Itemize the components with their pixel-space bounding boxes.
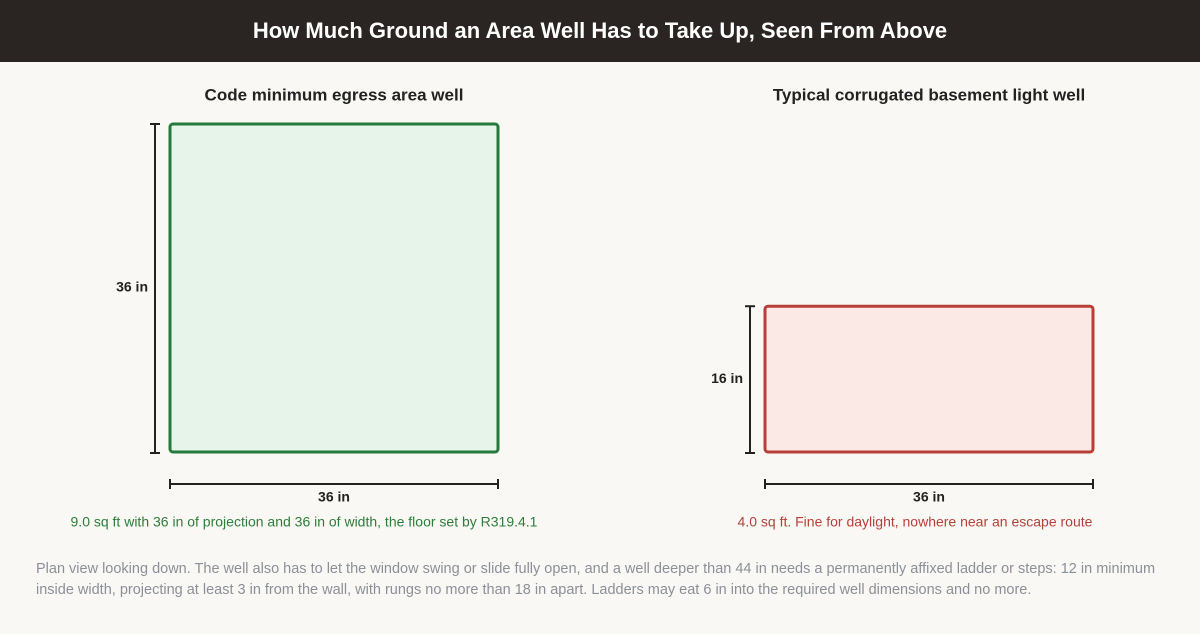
well-outline — [168, 122, 500, 454]
panel-caption: 9.0 sq ft with 36 in of projection and 3… — [71, 514, 538, 530]
panel-title: Code minimum egress area well — [205, 85, 464, 104]
depth-label: 36 in — [116, 279, 148, 295]
panel-title: Typical corrugated basement light well — [773, 85, 1085, 104]
diagram: Code minimum egress area well 36 in 36 in 9… — [71, 85, 1095, 530]
header-title: How Much Ground an Area Well Has to Take… — [0, 0, 1200, 62]
width-label: 36 in — [318, 489, 350, 505]
width-label: 36 in — [913, 489, 945, 505]
panel-caption: 4.0 sq ft. Fine for daylight, nowhere ne… — [738, 514, 1093, 530]
depth-label: 16 in — [711, 370, 743, 386]
well-outline — [763, 304, 1095, 454]
footnote: Plan view looking down. The well also ha… — [36, 561, 1156, 598]
